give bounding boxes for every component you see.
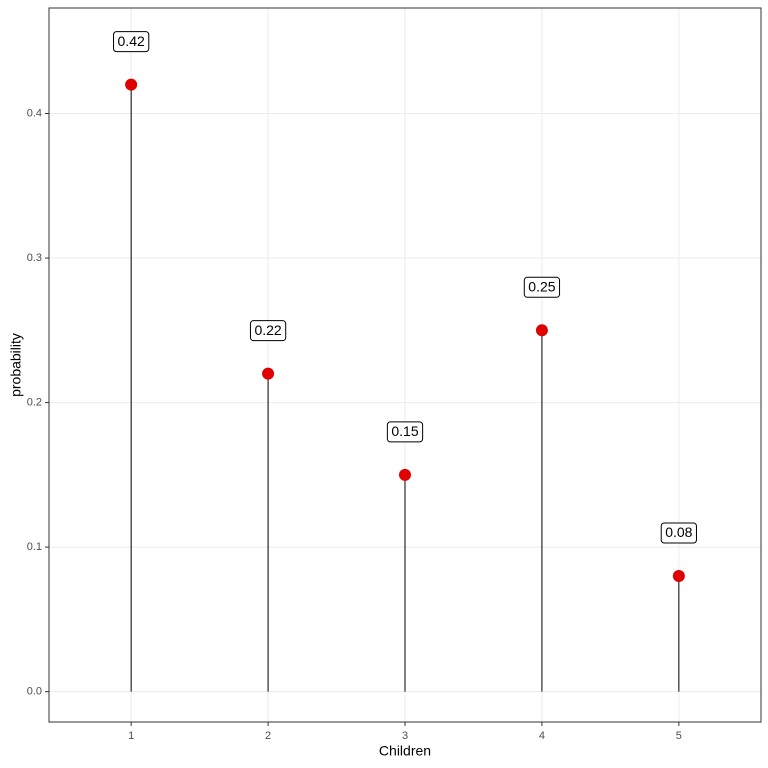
y-tick-label: 0.1 [27,541,42,553]
value-label: 0.15 [391,423,418,439]
y-tick-label: 0.2 [27,396,42,408]
y-tick-label: 0.0 [27,686,42,698]
value-label: 0.22 [254,322,281,338]
point [399,468,411,481]
value-label-box [113,31,150,53]
value-label-box [660,522,697,544]
point [125,78,138,91]
x-tick-label: 4 [539,730,545,742]
y-tick-label: 0.4 [27,107,42,119]
x-axis-title: Children [379,743,431,759]
value-label: 0.25 [528,279,555,295]
value-label: 0.08 [665,524,692,540]
x-tick-label: 3 [402,730,408,742]
point [535,324,548,337]
value-label-box [386,421,424,443]
point [262,367,275,380]
value-label: 0.42 [118,33,145,49]
y-tick-label: 0.3 [27,252,42,264]
point [672,570,685,583]
x-tick-label: 5 [676,730,682,742]
x-tick-label: 2 [265,730,271,742]
y-axis-title: probability [8,333,24,397]
value-label-box [249,320,287,342]
x-tick-label: 1 [128,730,134,742]
value-label-box [523,276,561,298]
panel-border [48,7,762,723]
